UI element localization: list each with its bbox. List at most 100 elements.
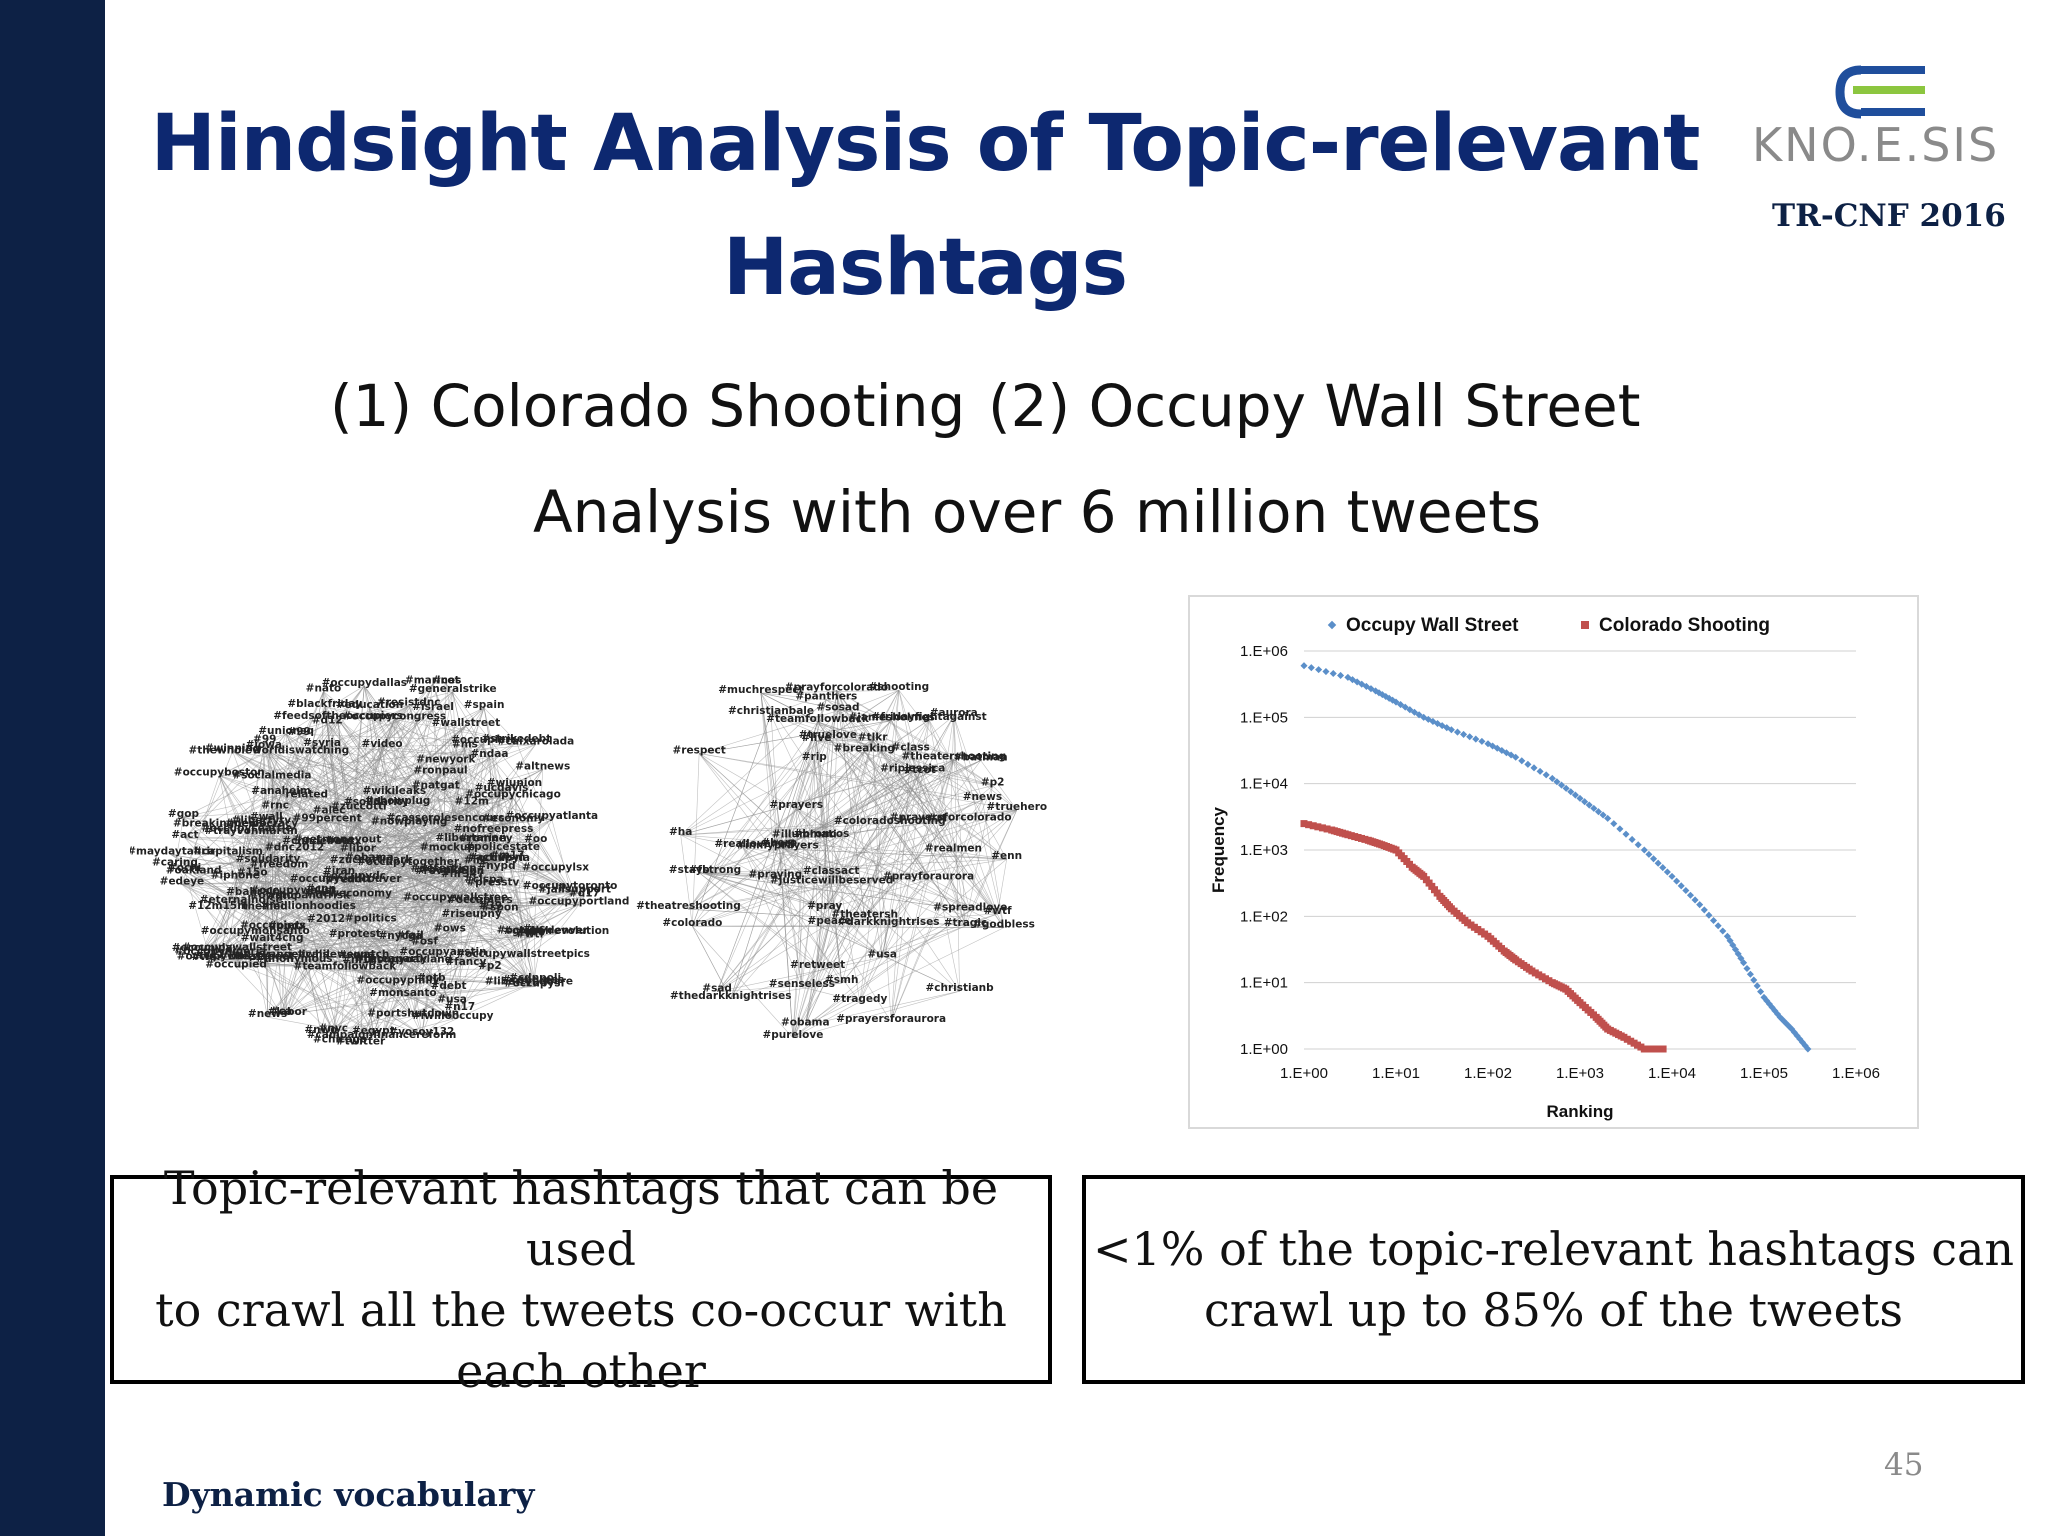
y-tick-label: 1.E+01 xyxy=(1240,975,1288,992)
colorado-network-edge xyxy=(717,957,883,992)
occupy-network-tag: #iran xyxy=(323,865,355,877)
occupy-network-edge xyxy=(285,733,398,963)
colorado-network-tag: #aurora xyxy=(930,707,978,719)
occupy-network-edge xyxy=(256,818,552,960)
occupy-network-edge xyxy=(171,854,453,1020)
occupy-network-edge xyxy=(369,707,448,851)
colorado-network-edge xyxy=(805,927,1005,1026)
occupy-network-tag: #ows xyxy=(434,923,466,935)
colorado-network-edge xyxy=(742,846,861,1002)
colorado-network-tag: #classact xyxy=(803,865,860,877)
colorado-network-tag: #respect xyxy=(673,745,726,757)
occupy-network-tag: #occupynigeria xyxy=(175,946,267,958)
occupy-network-tag: #democracy xyxy=(225,817,298,829)
occupy-network-edge xyxy=(364,685,453,1020)
occupy-network-edge xyxy=(184,870,453,1020)
occupy-network-edge xyxy=(345,797,514,883)
occupy-network-edge xyxy=(235,967,282,1015)
colorado-network-tag: #muchrespect xyxy=(718,684,803,696)
colorado-network-edge xyxy=(796,807,966,927)
colorado-network-edge xyxy=(890,750,911,1022)
colorado-network-edge xyxy=(792,910,971,1039)
occupy-network-edge xyxy=(328,813,370,861)
colorado-network-edge xyxy=(912,771,998,915)
occupy-network-edge xyxy=(356,938,401,959)
occupy-network-edge xyxy=(236,850,448,951)
colorado-network-tag: #prayers xyxy=(769,799,823,811)
occupy-network-edge xyxy=(183,741,517,818)
occupy-network-edge xyxy=(325,921,404,997)
colorado-network-edge xyxy=(816,740,861,1002)
colorado-network-edge xyxy=(792,917,865,1039)
occupy-network-tag: #detention xyxy=(410,862,476,874)
occupy-network-edge xyxy=(345,746,383,883)
colorado-network-tag: #justicewillbeserved xyxy=(770,875,893,887)
occupy-network-tag: #nypd xyxy=(477,860,515,872)
occupy-network-tag: #alec xyxy=(313,805,346,817)
colorado-network-tag: #rip xyxy=(802,751,828,763)
colorado-network-edge xyxy=(997,859,1007,915)
occupy-network-edge xyxy=(435,788,536,843)
colorado-network-edge xyxy=(910,750,951,821)
occupy-network-edge xyxy=(218,826,288,1016)
occupy-network-edge xyxy=(514,785,530,936)
occupy-network-tag: #neweconomy xyxy=(306,887,392,899)
colorado-network-edge xyxy=(801,967,818,988)
occupy-network-edge xyxy=(421,797,514,1036)
occupy-network-edge xyxy=(353,840,472,880)
occupy-network-tag: #dnc2012 xyxy=(265,842,324,854)
occupy-network-edge xyxy=(181,884,273,942)
colorado-network-edge xyxy=(792,740,817,1038)
occupy-network-edge xyxy=(512,797,571,890)
occupy-network-edge xyxy=(299,821,328,899)
occupy-network-edge xyxy=(323,691,361,1045)
occupy-network-edge xyxy=(354,705,410,937)
colorado-network-edge xyxy=(760,692,892,721)
colorado-network-edge xyxy=(953,715,983,801)
occupy-network-edge xyxy=(225,959,529,986)
occupy-network-edge xyxy=(381,933,543,1039)
colorado-network-edge xyxy=(890,879,929,1022)
data-point xyxy=(1530,764,1538,772)
occupy-network-tag: #labor xyxy=(268,1006,308,1018)
y-tick-label: 1.E+05 xyxy=(1240,709,1288,726)
occupy-network-edge xyxy=(294,933,543,963)
finding-left-line3: each other xyxy=(456,1343,706,1398)
occupy-network-edge xyxy=(256,819,267,960)
occupy-network-edge xyxy=(381,873,450,1039)
data-point xyxy=(1737,954,1745,962)
occupy-network-edge xyxy=(459,819,553,1011)
occupy-network-tag: #ronpaul xyxy=(413,764,467,776)
occupy-network-tag: #news xyxy=(248,1008,287,1020)
data-point xyxy=(1746,970,1754,978)
data-point xyxy=(1300,820,1308,828)
colorado-network-edge xyxy=(817,721,929,880)
occupy-network-edge xyxy=(184,718,339,872)
occupy-network-edge xyxy=(261,685,365,824)
colorado-network-edge xyxy=(792,837,822,1038)
occupy-network-edge xyxy=(357,851,497,861)
occupy-network-tag: #generalstrike xyxy=(409,683,497,695)
occupy-network-tag: #ucdavis xyxy=(475,782,529,794)
occupy-network-edge xyxy=(462,876,531,938)
colorado-network-edge xyxy=(692,737,829,927)
occupy-network-tag: #ca xyxy=(270,1006,292,1018)
finding-box-right: <1% of the topic-relevant hashtags can c… xyxy=(1082,1175,2025,1384)
occupy-network-edge xyxy=(326,723,346,883)
page-number: 45 xyxy=(1884,1447,1924,1483)
occupy-network-tag: #12m15m xyxy=(188,900,248,912)
colorado-network-edge xyxy=(829,923,883,958)
occupy-network-edge xyxy=(219,734,300,776)
occupy-network-edge xyxy=(285,733,399,984)
colorado-network-edge xyxy=(792,823,890,1038)
data-point xyxy=(1719,927,1727,935)
colorado-network-tag: #live xyxy=(801,732,831,744)
occupy-network-edge xyxy=(452,969,491,1020)
colorado-network-edge xyxy=(831,883,998,915)
colorado-network-edge xyxy=(730,837,805,999)
colorado-network-edge xyxy=(872,740,998,915)
occupy-network-tag: #whilewewatch xyxy=(297,949,390,961)
occupy-network-edge xyxy=(267,1016,382,1039)
colorado-network-tag: #shooting xyxy=(869,681,930,693)
colorado-network-edge xyxy=(692,753,700,927)
